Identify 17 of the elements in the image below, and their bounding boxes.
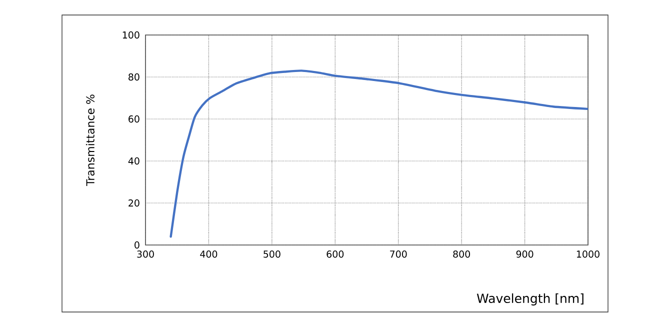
x-tick-label: 600 (326, 250, 344, 258)
x-tick-label: 800 (453, 250, 470, 258)
x-tick-label: 1000 (576, 250, 600, 258)
y-tick-label: 80 (128, 73, 140, 81)
x-tick-label: 300 (137, 250, 154, 258)
y-tick-label: 40 (128, 157, 140, 165)
y-tick-label: 20 (128, 199, 140, 207)
y-tick-label: 60 (128, 115, 140, 123)
x-axis-title: Wavelength [nm] (476, 293, 584, 306)
y-axis-title: Transmittance % (86, 94, 94, 186)
y-tick-label: 0 (134, 241, 140, 249)
x-tick-label: 900 (516, 250, 534, 258)
y-tick-label: 100 (122, 31, 140, 39)
x-tick-label: 700 (390, 250, 407, 258)
x-tick-label: 400 (200, 250, 218, 258)
line-series (170, 70, 588, 238)
x-tick-label: 500 (264, 250, 280, 258)
